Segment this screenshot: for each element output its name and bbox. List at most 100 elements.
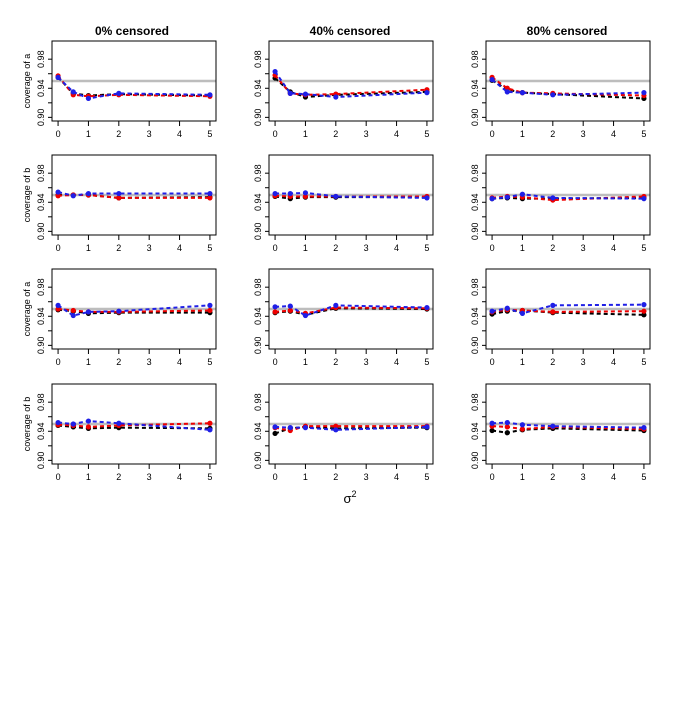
data-point-blue (424, 424, 430, 430)
y-tick-label: 0.98 (253, 50, 263, 68)
y-tick-label: 0.94 (36, 194, 46, 212)
data-point-blue (287, 425, 293, 431)
x-tick-label: 4 (177, 243, 182, 253)
y-tick-label: 0.98 (36, 50, 46, 68)
x-tick-label: 3 (364, 472, 369, 482)
data-point-blue (85, 95, 92, 102)
plot-frame (51, 154, 217, 236)
y-tick-label: 0.98 (36, 164, 46, 182)
y-tick-label: 0.94 (470, 194, 480, 212)
y-axis-label: coverage of a (22, 54, 32, 109)
x-tick-label: 2 (333, 129, 338, 139)
data-point-red (207, 307, 213, 314)
x-tick-label: 1 (303, 472, 308, 482)
x-tick-label: 1 (86, 472, 91, 482)
y-tick-label: 0.98 (470, 278, 480, 296)
x-tick-label: 2 (333, 243, 338, 253)
data-point-blue (333, 94, 339, 100)
x-tick-label: 5 (424, 129, 429, 139)
plot-frame (51, 268, 217, 350)
plot-frame (51, 383, 217, 465)
x-tick-label: 0 (490, 357, 495, 367)
data-point-black (489, 427, 495, 434)
data-point-blue (519, 90, 526, 96)
data-point-blue (207, 190, 213, 197)
x-tick-label: 4 (394, 357, 399, 367)
column-title-2: 40% censored (310, 24, 391, 38)
plot-frame (51, 40, 217, 122)
y-tick-label: 0.98 (470, 164, 480, 182)
data-point-blue (519, 310, 526, 316)
x-tick-label: 0 (273, 129, 278, 139)
x-tick-label: 2 (116, 472, 121, 482)
data-point-blue (116, 190, 122, 197)
x-tick-label: 1 (86, 243, 91, 253)
data-point-red (302, 193, 309, 200)
panel-r3-c2: 0 1 2 3 4 5 0.90 0.94 0.98 (253, 268, 434, 367)
data-point-blue (207, 427, 213, 433)
x-tick-label: 1 (303, 243, 308, 253)
y-tick-label: 0.94 (253, 308, 263, 326)
data-point-blue (85, 309, 92, 315)
data-point-blue (272, 190, 278, 197)
x-axis-label-symbol: σ (343, 491, 351, 506)
y-tick-label: 0.90 (36, 109, 46, 127)
data-point-blue (272, 68, 278, 75)
x-tick-label: 0 (56, 357, 61, 367)
data-point-blue (424, 304, 430, 311)
data-point-blue (116, 308, 122, 314)
panel-r4-c3: 0 1 2 3 4 5 0.90 0.94 0.98 (470, 383, 651, 482)
y-tick-label: 0.98 (253, 278, 263, 296)
x-tick-label: 5 (207, 472, 212, 482)
y-tick-label: 0.98 (253, 393, 263, 411)
x-tick-label: 3 (581, 129, 586, 139)
data-point-blue (504, 419, 510, 426)
y-tick-label: 0.94 (36, 423, 46, 441)
data-point-blue (504, 89, 510, 95)
x-tick-label: 4 (611, 357, 616, 367)
x-tick-label: 0 (56, 243, 61, 253)
data-point-blue (302, 91, 309, 97)
data-point-blue (55, 419, 61, 426)
data-point-red (333, 423, 339, 429)
data-point-blue (550, 302, 556, 308)
x-tick-label: 0 (273, 243, 278, 253)
data-point-blue (116, 90, 122, 96)
series-line-blue (274, 70, 427, 99)
data-point-blue (70, 89, 76, 95)
x-tick-label: 0 (273, 357, 278, 367)
x-tick-label: 5 (641, 129, 646, 139)
data-point-blue (55, 189, 61, 195)
x-tick-label: 1 (520, 357, 525, 367)
data-point-blue (333, 193, 339, 200)
data-point-blue (641, 90, 647, 96)
x-tick-label: 3 (147, 357, 152, 367)
panel-r4-c1: 0 1 2 3 4 5 0.90 0.94 0.98 coverage of b (22, 383, 217, 482)
data-point-black (504, 430, 510, 436)
data-point-blue (550, 195, 556, 201)
x-tick-label: 2 (550, 243, 555, 253)
data-point-blue (424, 90, 430, 96)
plot-frame (268, 268, 434, 350)
data-point-red (70, 307, 76, 314)
y-tick-label: 0.90 (253, 109, 263, 127)
data-point-blue (333, 427, 339, 433)
data-point-blue (272, 424, 278, 430)
y-tick-label: 0.94 (470, 308, 480, 326)
data-point-blue (287, 90, 293, 96)
panel-r4-c2: 0 1 2 3 4 5 0.90 0.94 0.98 (253, 383, 434, 482)
panel-r2-c1: 0 1 2 3 4 5 0.90 0.94 0.98 coverage of b (22, 154, 217, 253)
y-tick-label: 0.90 (253, 223, 263, 241)
x-tick-label: 2 (116, 357, 121, 367)
x-tick-label: 1 (520, 243, 525, 253)
x-tick-label: 2 (116, 129, 121, 139)
panel-r2-c3: 0 1 2 3 4 5 0.90 0.94 0.98 (470, 154, 651, 253)
panel-r1-c3: 0 1 2 3 4 5 0.90 0.94 0.98 (470, 40, 651, 139)
y-tick-label: 0.94 (470, 80, 480, 98)
data-point-blue (70, 312, 76, 319)
plot-frame (485, 268, 651, 350)
x-tick-label: 5 (641, 472, 646, 482)
data-point-blue (489, 308, 495, 314)
